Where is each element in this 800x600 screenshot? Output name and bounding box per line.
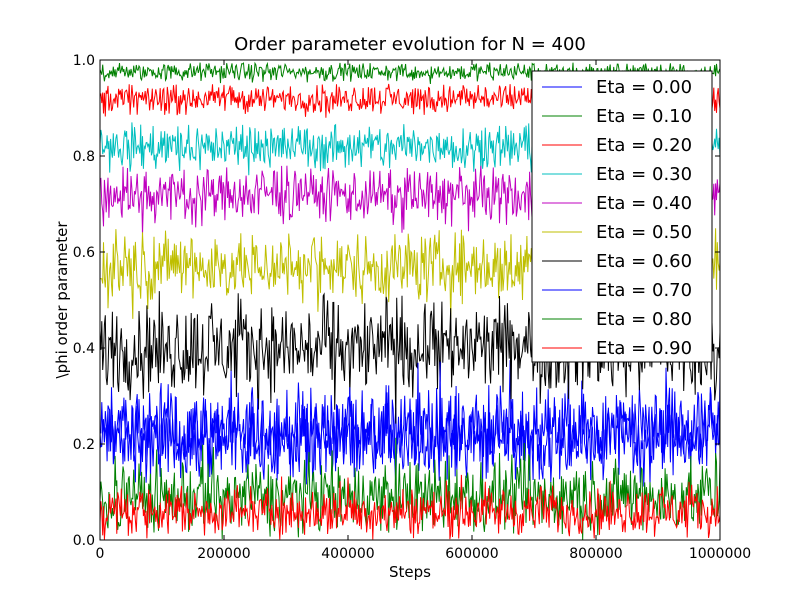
series-line-7	[100, 361, 720, 487]
y-tick-label: 1.0	[73, 53, 95, 69]
y-tick-label: 0.2	[73, 437, 95, 453]
y-tick-label: 0.8	[73, 149, 95, 165]
series-line-0	[100, 360, 720, 483]
y-tick-label: 0.0	[73, 533, 95, 549]
legend-label: Eta = 0.60	[596, 251, 692, 272]
series-line-9	[100, 474, 720, 540]
legend-label: Eta = 0.10	[596, 106, 692, 127]
x-tick-label: 200000	[197, 546, 250, 562]
legend-label: Eta = 0.70	[596, 280, 692, 301]
legend-label: Eta = 0.80	[596, 309, 692, 330]
legend-label: Eta = 0.30	[596, 164, 692, 185]
plot-frame	[99, 59, 721, 541]
x-tick-label: 1000000	[689, 546, 751, 562]
x-tick-label: 600000	[445, 546, 498, 562]
x-tick-label: 400000	[321, 546, 374, 562]
x-tick-label: 0	[96, 546, 105, 562]
legend: Eta = 0.00 Eta = 0.10 Eta = 0.20 Eta = 0.30…	[531, 70, 713, 363]
legend-label: Eta = 0.50	[596, 222, 692, 243]
legend-label: Eta = 0.40	[596, 193, 692, 214]
x-tick-label: 800000	[569, 546, 622, 562]
y-axis: 0.0 0.2 0.4 0.6 0.8 1.0	[73, 53, 720, 549]
y-tick-label: 0.4	[73, 341, 95, 357]
x-axis: 0 200000 400000 600000 800000 1000000	[96, 60, 751, 562]
chart-title: Order parameter evolution for N = 400	[234, 34, 586, 55]
y-axis-label: \phi order parameter	[53, 221, 71, 379]
series-line-8	[100, 437, 720, 540]
legend-label: Eta = 0.20	[596, 135, 692, 156]
legend-box	[531, 70, 713, 363]
legend-label: Eta = 0.00	[596, 77, 692, 98]
x-axis-label: Steps	[389, 563, 431, 581]
legend-label: Eta = 0.90	[596, 338, 692, 359]
y-tick-label: 0.6	[73, 245, 95, 261]
series-line-1	[100, 61, 720, 85]
